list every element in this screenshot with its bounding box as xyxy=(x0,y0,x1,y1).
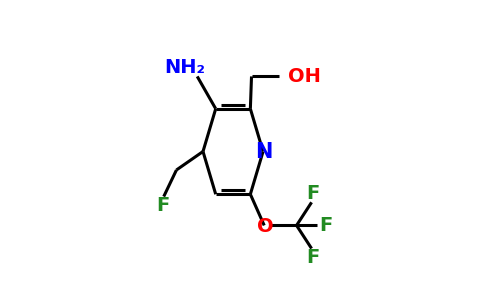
Text: F: F xyxy=(319,216,332,235)
Text: N: N xyxy=(256,142,273,161)
Text: F: F xyxy=(306,184,319,203)
Text: O: O xyxy=(257,217,273,236)
Text: F: F xyxy=(156,196,169,215)
Text: F: F xyxy=(306,248,319,267)
Text: OH: OH xyxy=(288,67,321,86)
Text: NH₂: NH₂ xyxy=(164,58,205,77)
